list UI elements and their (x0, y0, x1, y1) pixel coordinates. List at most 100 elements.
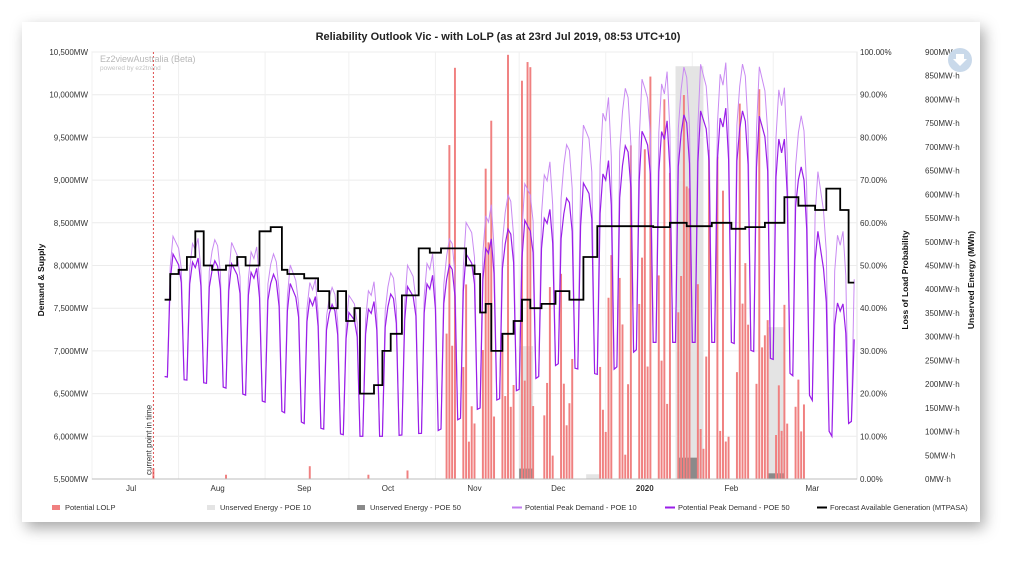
lolp-bar (225, 474, 227, 479)
lolp-bar (551, 455, 554, 479)
reliability-chart: 5,500MW 6,000MW 6,500MW 7,000MW 7,500MW 8,000… (36, 31, 976, 512)
legend-item-pd10[interactable]: Potential Peak Demand - POE 10 (512, 503, 637, 512)
lolp-bar (688, 188, 691, 479)
lolp-bar (685, 186, 688, 479)
lolp-bar (599, 366, 602, 479)
left-tick-label: 7,000MW (54, 347, 89, 356)
lolp-tick-label: 100.00% (860, 48, 892, 57)
x-tick-label: Sep (297, 484, 312, 493)
ue-tick-label: 200MW·h (925, 380, 960, 389)
lolp-tick-label: 80.00% (860, 133, 887, 142)
lolp-bar (677, 312, 680, 479)
lolp-bar (604, 431, 607, 479)
lolp-bar (708, 149, 711, 480)
lolp-tick-label: 70.00% (860, 176, 887, 185)
lolp-bar (660, 360, 663, 479)
lolp-bar (548, 287, 551, 479)
lolp-bar (705, 356, 708, 479)
x-tick-label: Mar (805, 484, 819, 493)
download-icon (953, 54, 967, 66)
lolp-bar (724, 441, 727, 479)
lolp-bar (719, 430, 722, 479)
lolp-bar (668, 172, 671, 479)
legend-item-lolp[interactable]: Potential LOLP (52, 503, 115, 512)
right-axis-label-lolp: Loss of Load Probability (900, 230, 910, 329)
legend-label: Forecast Available Generation (MTPASA) (830, 503, 968, 512)
ue-tick-label: 550MW·h (925, 214, 960, 223)
lolp-bar (646, 366, 649, 479)
x-tick-label: Nov (467, 484, 481, 493)
ue-tick-label: 350MW·h (925, 309, 960, 318)
lolp-bar (775, 435, 778, 479)
lolp-bar (666, 403, 669, 479)
left-tick-label: 5,500MW (54, 475, 89, 484)
lolp-bar (797, 379, 800, 479)
lolp-bar (504, 396, 507, 479)
lines-layer (164, 62, 855, 439)
watermark-powered: powered by ez2trend (100, 65, 161, 72)
lolp-bar (641, 257, 643, 479)
ue-tick-label: 800MW·h (925, 95, 960, 104)
left-tick-label: 9,500MW (54, 133, 89, 142)
lolp-bar (696, 284, 699, 479)
lolp-bar (761, 347, 764, 479)
left-tick-label: 6,500MW (54, 390, 89, 399)
lolp-bar (783, 304, 786, 479)
ue-tick-label: 50MW·h (925, 451, 955, 460)
lolp-bar (747, 324, 750, 479)
ue-tick-label: 650MW·h (925, 167, 960, 176)
lolp-bar (680, 275, 683, 479)
axes: 5,500MW 6,000MW 6,500MW 7,000MW 7,500MW 8,000… (49, 48, 959, 493)
lolp-bar (727, 436, 730, 479)
lolp-bar (638, 303, 641, 479)
x-tick-label: Feb (724, 484, 738, 493)
lolp-bar (618, 277, 621, 479)
lolp-bar (568, 403, 571, 479)
legend-label: Potential Peak Demand - POE 50 (678, 503, 790, 512)
lolp-bar (512, 385, 515, 479)
x-tick-label: Dec (551, 484, 565, 493)
x-tick-label: Aug (211, 484, 225, 493)
lolp-bar (562, 383, 565, 479)
ue-tick-label: 900MW·h (925, 48, 960, 57)
lolp-tick-label: 40.00% (860, 304, 887, 313)
legend-item-ue50[interactable]: Unserved Energy - POE 50 (357, 503, 461, 512)
lolp-bar (802, 404, 805, 479)
lolp-bar (487, 242, 490, 479)
ue10-bar (767, 327, 785, 479)
lolp-bar (624, 454, 627, 479)
ue-tick-label: 300MW·h (925, 333, 960, 342)
ue-tick-label: 700MW·h (925, 143, 960, 152)
left-tick-label: 10,500MW (49, 48, 88, 57)
right-axis-label-ue: Unserved Energy (MWh) (966, 231, 976, 329)
download-button[interactable] (948, 48, 972, 72)
lolp-bar (786, 423, 789, 479)
legend: Potential LOLP Unserved Energy - POE 10 Un… (52, 503, 968, 512)
ue50-bar (519, 468, 534, 479)
lolp-bar (571, 358, 574, 479)
legend-item-gen[interactable]: Forecast Available Generation (MTPASA) (817, 503, 968, 512)
lolp-bar (738, 103, 741, 479)
lolp-bar (451, 345, 454, 479)
lolp-bar (308, 466, 311, 479)
lolp-bar (607, 297, 610, 479)
legend-item-ue10[interactable]: Unserved Energy - POE 10 (207, 503, 311, 512)
lolp-bar (560, 273, 563, 479)
left-tick-label: 9,000MW (54, 176, 89, 185)
legend-label: Unserved Energy - POE 10 (220, 503, 311, 512)
lolp-bar (744, 263, 747, 479)
legend-swatch (357, 505, 365, 510)
legend-item-pd50[interactable]: Potential Peak Demand - POE 50 (665, 503, 790, 512)
lolp-bar (473, 423, 476, 479)
lolp-bar (445, 333, 448, 479)
chart-frame: 5,500MW 6,000MW 6,500MW 7,000MW 7,500MW 8,000… (22, 22, 980, 522)
lolp-bar (448, 145, 451, 479)
lolp-bar (699, 429, 702, 479)
lolp-bar (543, 415, 546, 479)
current-time-label: current point in time (144, 404, 153, 475)
lolp-bar (546, 382, 549, 479)
ue-tick-label: 450MW·h (925, 262, 960, 271)
lolp-bar (526, 62, 529, 480)
lolp-bar (716, 156, 719, 479)
lolp-bar (532, 406, 535, 479)
